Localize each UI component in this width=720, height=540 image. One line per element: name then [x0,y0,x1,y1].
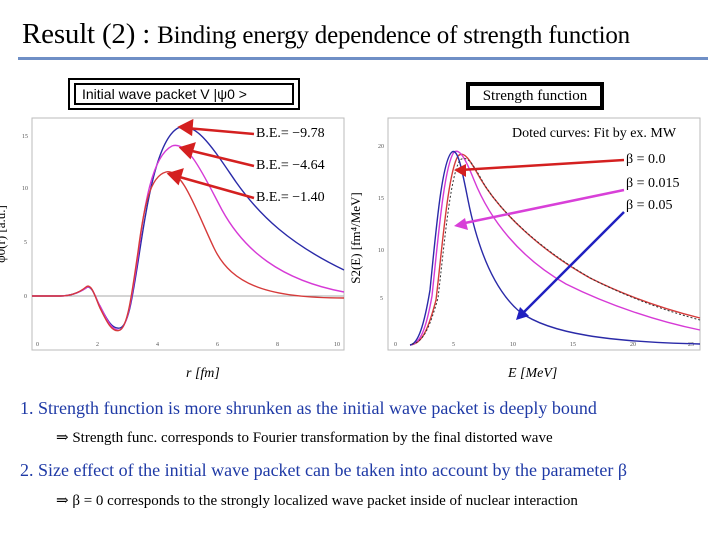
bullet-2: 2. Size effect of the initial wave packe… [20,460,628,480]
arrow-blue [185,126,255,136]
svg-text:0: 0 [394,342,397,348]
be-label-2: B.E.= −4.64 [256,158,325,173]
svg-text:10: 10 [334,342,340,348]
svg-text:8: 8 [276,342,279,348]
svg-text:15: 15 [570,342,576,348]
svg-text:25: 25 [688,342,694,348]
arrowhead-magenta [178,142,196,160]
strength-blue [409,150,701,346]
svg-text:10: 10 [378,248,384,254]
right-ticks: 20 15 10 5 0 5 10 15 20 25 [378,144,694,348]
svg-text:20: 20 [378,144,384,150]
svg-text:15: 15 [22,134,28,140]
svg-text:5: 5 [24,240,27,246]
beta-label-1: β = 0.0 [626,152,666,167]
svg-text:6: 6 [216,342,219,348]
bullet-2-sub: ⇒ β = 0 corresponds to the strongly loca… [56,493,578,509]
arrowhead-red [166,168,184,186]
svg-text:5: 5 [380,296,383,302]
right-xlabel: E [MeV] [508,366,558,381]
svg-text:2: 2 [96,342,99,348]
beta-label-2: β = 0.015 [626,176,680,191]
arrow-red [175,174,255,200]
be-label-3: B.E.= −1.40 [256,190,325,205]
left-ylabel: φ0(r) [a.u.] [0,205,8,263]
svg-text:20: 20 [630,342,636,348]
beta-label-3: β = 0.05 [626,198,673,213]
svg-text:0: 0 [36,342,39,348]
svg-text:5: 5 [452,342,455,348]
wave-packet-red [32,171,345,332]
left-arrows [166,118,255,200]
bullet-1-sub: ⇒ Strength func. corresponds to Fourier … [56,430,553,446]
right-plot-frame [387,117,701,351]
arrow-magenta [187,148,255,168]
left-xlabel: r [fm] [186,366,220,381]
title-rest: Binding energy dependence of strength fu… [157,22,630,49]
fit-note: Doted curves: Fit by ex. MW [512,126,677,141]
page-title: Result (2) : Binding energy dependence o… [22,18,630,51]
left-ticks: 15 10 5 0 0 2 4 6 8 10 [22,134,340,348]
arrowhead-blue [177,118,194,137]
svg-text:10: 10 [22,186,28,192]
bullet-1: 1. Strength function is more shrunken as… [20,398,597,418]
title-main: Result (2) : [22,18,158,50]
be-label-1: B.E.= −9.78 [256,126,325,141]
wave-packet-legend: Initial wave packet V |ψ0 > [74,83,294,105]
right-ylabel: S2(E) [fm⁴/MeV] [347,192,363,284]
strength-function-legend: Strength function [470,86,600,106]
svg-text:4: 4 [156,342,159,348]
strength-magenta [409,150,701,346]
right-arrows [454,158,625,320]
title-underline [18,57,708,60]
svg-text:15: 15 [378,196,384,202]
svg-text:10: 10 [510,342,516,348]
svg-text:0: 0 [24,294,27,300]
